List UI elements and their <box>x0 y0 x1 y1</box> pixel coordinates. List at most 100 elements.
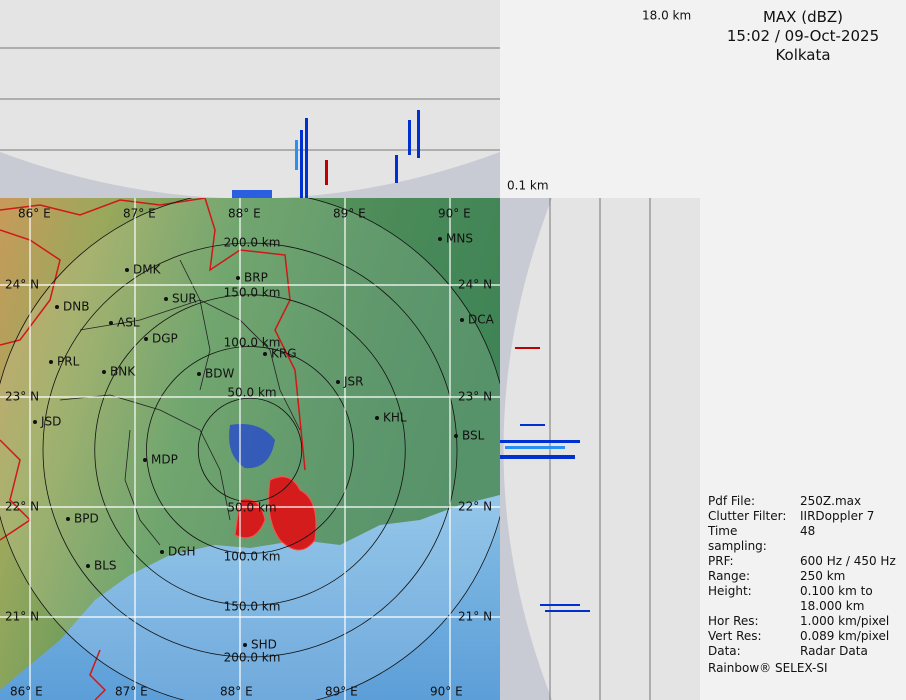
lon-label: 89° E <box>325 685 358 699</box>
city-dot <box>243 643 247 647</box>
info-value: 48 <box>800 524 816 538</box>
cone-right <box>500 198 552 700</box>
lat-label: 21° N <box>5 610 39 624</box>
radar-view: 18.0 km 0.1 km 86° E 86° E 87° E 87° E 88° E… <box>0 0 700 700</box>
range-ring <box>42 242 458 658</box>
time: 15:02 / 09-Oct-2025 <box>726 27 880 45</box>
city-dot <box>55 305 59 309</box>
city-label: SHD <box>251 638 277 652</box>
info-key: Clutter Filter: <box>708 509 787 523</box>
city-dot <box>109 321 113 325</box>
map: 86° E 86° E 87° E 87° E 88° E 88° E 89° E 89° E… <box>0 198 500 700</box>
city-dot <box>49 360 53 364</box>
city-dot <box>143 458 147 462</box>
city-label: BLS <box>94 559 117 573</box>
city-dot <box>66 517 70 521</box>
city-label: SUR <box>172 292 197 306</box>
range-ring <box>146 346 354 554</box>
city-label: BPD <box>74 512 99 526</box>
info-value: 0.100 km to 18.000 km <box>800 584 873 613</box>
height-lines <box>0 47 500 151</box>
range-ring <box>197 397 303 503</box>
lat-label: 21° N <box>458 610 492 624</box>
city-label: BNK <box>110 365 136 379</box>
lat-label: 23° N <box>458 390 492 404</box>
city-label: ASL <box>117 316 140 330</box>
range-label: 100.0 km <box>224 550 281 564</box>
info-key: Data: <box>708 644 741 658</box>
city-dot <box>33 420 37 424</box>
city-label: JSD <box>40 415 61 429</box>
info-value: 250Z.max <box>800 494 862 508</box>
city-label: BDW <box>205 367 234 381</box>
city-label: BRP <box>244 271 268 285</box>
range-label: 100.0 km <box>224 336 281 350</box>
city-label: MNS <box>446 232 473 246</box>
lon-label: 89° E <box>333 207 366 221</box>
info-key: Time sampling: <box>708 524 767 553</box>
lat-label: 22° N <box>458 500 492 514</box>
echo-profile-right <box>500 347 590 612</box>
lat-label: 24° N <box>5 278 39 292</box>
info-key: Vert Res: <box>708 629 762 643</box>
city-label: DGP <box>152 332 178 346</box>
info-row: Vert Res: 0.089 km/pixel <box>708 629 904 644</box>
lon-label: 88° E <box>220 685 253 699</box>
city-dot <box>125 268 129 272</box>
side-panel: MAX (dBZ) 15:02 / 09-Oct-2025 Kolkata Pd… <box>700 0 906 700</box>
range-label: 200.0 km <box>224 236 281 250</box>
city-dot <box>102 370 106 374</box>
city-dot <box>160 550 164 554</box>
lon-label: 90° E <box>430 685 463 699</box>
info-value: 600 Hz / 450 Hz <box>800 554 896 568</box>
corner <box>500 0 700 198</box>
city-label: MDP <box>151 453 178 467</box>
city-dot <box>263 352 267 356</box>
range-label: 150.0 km <box>224 600 281 614</box>
borders <box>0 198 306 700</box>
title: MAX (dBZ) <box>762 8 844 26</box>
echo-profile <box>232 110 420 198</box>
city-dot <box>236 276 240 280</box>
city-label: JSR <box>343 375 364 389</box>
city-dot <box>164 297 168 301</box>
info-key: PRF: <box>708 554 734 568</box>
sea <box>0 495 500 700</box>
info-key: Range: <box>708 569 751 583</box>
info-value: IIRDoppler 7 <box>800 509 875 523</box>
lon-label: 90° E <box>438 207 471 221</box>
lat-label: 23° N <box>5 390 39 404</box>
city-label: BSL <box>462 429 485 443</box>
range-label: 50.0 km <box>227 386 276 400</box>
height-bottom: 0.1 km <box>507 179 549 193</box>
range-label: 150.0 km <box>224 286 281 300</box>
city-label: DGH <box>168 545 196 559</box>
info-row: Time sampling: 48 <box>708 524 904 554</box>
city-dot <box>86 564 90 568</box>
info-key: Pdf File: <box>708 494 756 508</box>
city-label: KRG <box>271 347 297 361</box>
info-row: Height: 0.100 km to 18.000 km <box>708 584 904 614</box>
info-value: 1.000 km/pixel <box>800 614 890 628</box>
info: Pdf File: 250Z.max Clutter Filter: IIRDoppl… <box>708 494 904 675</box>
info-row: Data: Radar Data <box>708 644 904 659</box>
lon-label: 87° E <box>115 685 148 699</box>
info-row: PRF: 600 Hz / 450 Hz <box>708 554 904 569</box>
city-dot <box>454 434 458 438</box>
lon-label: 86° E <box>10 685 43 699</box>
lat-label: 22° N <box>5 500 39 514</box>
info-row: Range: 250 km <box>708 569 904 584</box>
range-label: 200.0 km <box>224 651 281 665</box>
info-row: Pdf File: 250Z.max <box>708 494 904 509</box>
lon-label: 88° E <box>228 207 261 221</box>
city-dot <box>375 416 379 420</box>
info-key: Height: <box>708 584 752 598</box>
info-row: Clutter Filter: IIRDoppler 7 <box>708 509 904 524</box>
city-label: DNB <box>63 300 89 314</box>
site: Kolkata <box>775 46 831 64</box>
city-dot <box>197 372 201 376</box>
city-dot <box>460 318 464 322</box>
info-row: Hor Res: 1.000 km/pixel <box>708 614 904 629</box>
footer: Rainbow® SELEX-SI <box>708 661 828 675</box>
